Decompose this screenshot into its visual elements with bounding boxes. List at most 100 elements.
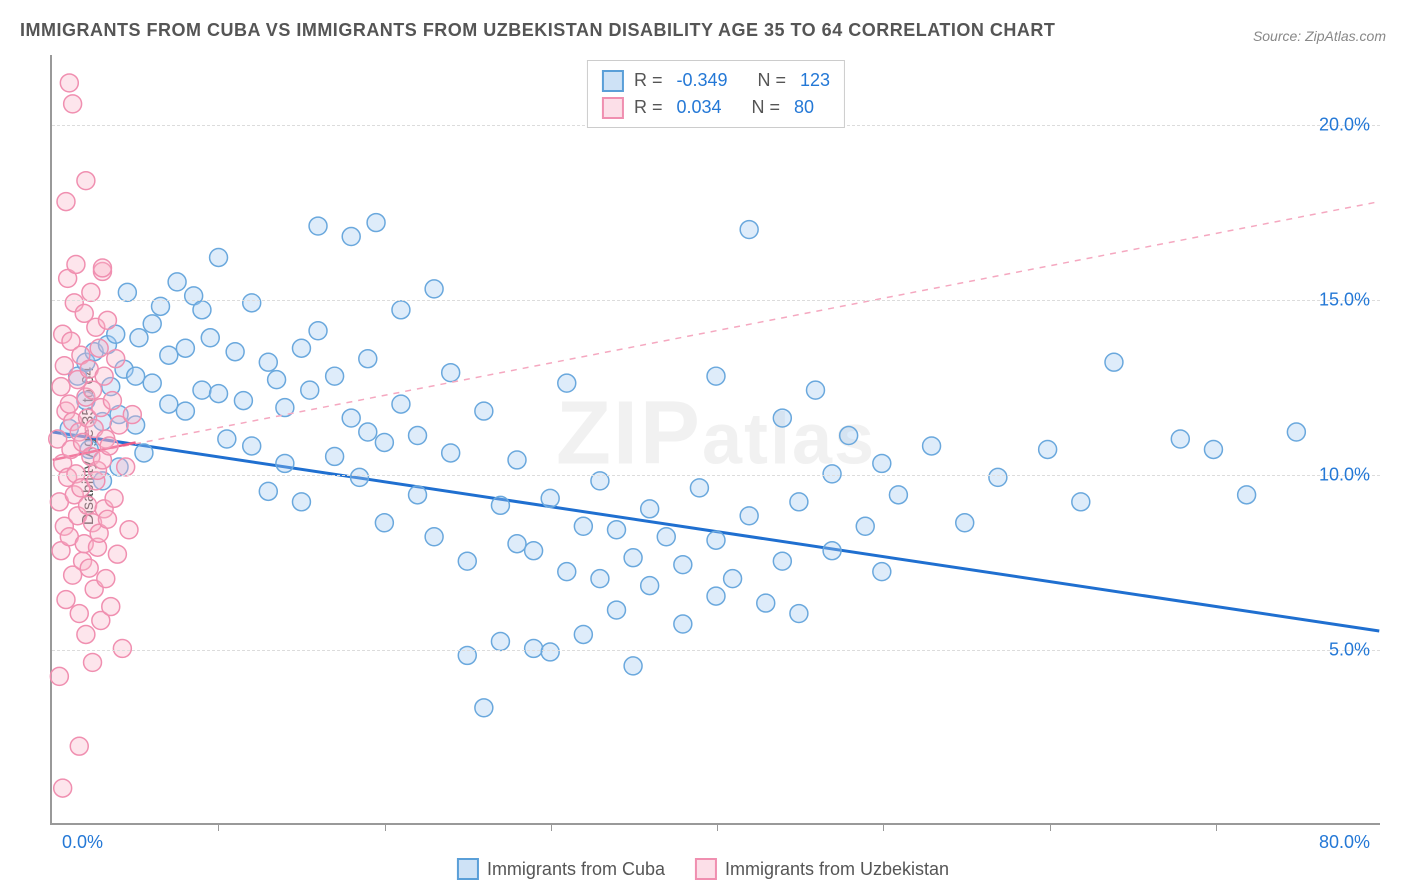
x-tick-label: 0.0%	[62, 832, 103, 853]
scatter-point	[84, 653, 102, 671]
scatter-point	[52, 378, 70, 396]
scatter-point	[90, 339, 108, 357]
legend-row: R = -0.349 N = 123	[602, 67, 830, 94]
scatter-point	[70, 737, 88, 755]
scatter-point	[64, 95, 82, 113]
scatter-point	[525, 639, 543, 657]
scatter-point	[757, 594, 775, 612]
x-minor-tick	[551, 823, 552, 831]
scatter-point	[574, 517, 592, 535]
scatter-point	[50, 667, 68, 685]
gridline-h	[52, 475, 1380, 476]
scatter-point	[608, 521, 626, 539]
scatter-point	[143, 315, 161, 333]
scatter-point	[707, 531, 725, 549]
scatter-point	[823, 542, 841, 560]
scatter-point	[351, 468, 369, 486]
scatter-point	[724, 570, 742, 588]
scatter-point	[93, 259, 111, 277]
scatter-point	[1039, 440, 1057, 458]
source-link[interactable]: ZipAtlas.com	[1305, 28, 1386, 44]
scatter-point	[1105, 353, 1123, 371]
scatter-point	[117, 458, 135, 476]
scatter-point	[130, 329, 148, 347]
scatter-point	[624, 549, 642, 567]
scatter-point	[657, 528, 675, 546]
scatter-point	[641, 500, 659, 518]
scatter-point	[392, 301, 410, 319]
scatter-point	[624, 657, 642, 675]
y-tick-label: 10.0%	[1319, 465, 1370, 486]
scatter-point	[127, 367, 145, 385]
scatter-point	[79, 496, 97, 514]
x-minor-tick	[883, 823, 884, 831]
scatter-point	[392, 395, 410, 413]
legend-correlation: R = -0.349 N = 123 R = 0.034 N = 80	[587, 60, 845, 128]
scatter-point	[95, 367, 113, 385]
scatter-point	[807, 381, 825, 399]
scatter-point	[508, 451, 526, 469]
x-minor-tick	[218, 823, 219, 831]
scatter-point	[790, 605, 808, 623]
scatter-point	[70, 605, 88, 623]
x-minor-tick	[1216, 823, 1217, 831]
source-label: Source: ZipAtlas.com	[1253, 28, 1386, 44]
plot-area: ZIPatlas R = -0.349 N = 123 R = 0.034 N …	[50, 55, 1380, 825]
scatter-point	[541, 489, 559, 507]
scatter-point	[55, 357, 73, 375]
scatter-point	[160, 395, 178, 413]
chart-svg	[52, 55, 1380, 823]
chart-container: IMMIGRANTS FROM CUBA VS IMMIGRANTS FROM …	[0, 0, 1406, 892]
scatter-point	[160, 346, 178, 364]
scatter-point	[218, 430, 236, 448]
scatter-point	[135, 444, 153, 462]
scatter-point	[98, 311, 116, 329]
scatter-point	[873, 563, 891, 581]
x-minor-tick	[385, 823, 386, 831]
scatter-point	[309, 322, 327, 340]
scatter-point	[67, 255, 85, 273]
y-tick-label: 20.0%	[1319, 115, 1370, 136]
scatter-point	[740, 221, 758, 239]
chart-title: IMMIGRANTS FROM CUBA VS IMMIGRANTS FROM …	[20, 20, 1055, 41]
scatter-point	[80, 559, 98, 577]
scatter-point	[375, 514, 393, 532]
scatter-point	[342, 409, 360, 427]
legend-item: Immigrants from Cuba	[457, 858, 665, 880]
scatter-point	[82, 283, 100, 301]
scatter-point	[491, 632, 509, 650]
x-tick-label: 80.0%	[1319, 832, 1370, 853]
scatter-point	[176, 402, 194, 420]
scatter-point	[491, 496, 509, 514]
scatter-point	[1171, 430, 1189, 448]
scatter-point	[873, 454, 891, 472]
scatter-point	[591, 570, 609, 588]
scatter-point	[425, 280, 443, 298]
scatter-point	[823, 465, 841, 483]
x-minor-tick	[717, 823, 718, 831]
scatter-point	[367, 214, 385, 232]
scatter-point	[168, 273, 186, 291]
scatter-point	[326, 367, 344, 385]
scatter-point	[442, 444, 460, 462]
scatter-point	[674, 556, 692, 574]
scatter-point	[259, 482, 277, 500]
scatter-point	[558, 563, 576, 581]
scatter-point	[193, 381, 211, 399]
scatter-point	[268, 371, 286, 389]
scatter-point	[525, 542, 543, 560]
scatter-point	[989, 468, 1007, 486]
scatter-point	[342, 228, 360, 246]
swatch-blue-icon	[457, 858, 479, 880]
scatter-point	[292, 339, 310, 357]
scatter-point	[97, 570, 115, 588]
scatter-point	[276, 454, 294, 472]
scatter-point	[118, 283, 136, 301]
scatter-point	[123, 406, 141, 424]
swatch-pink-icon	[695, 858, 717, 880]
scatter-point	[201, 329, 219, 347]
scatter-point	[1072, 493, 1090, 511]
scatter-point	[707, 587, 725, 605]
scatter-point	[108, 545, 126, 563]
scatter-point	[292, 493, 310, 511]
